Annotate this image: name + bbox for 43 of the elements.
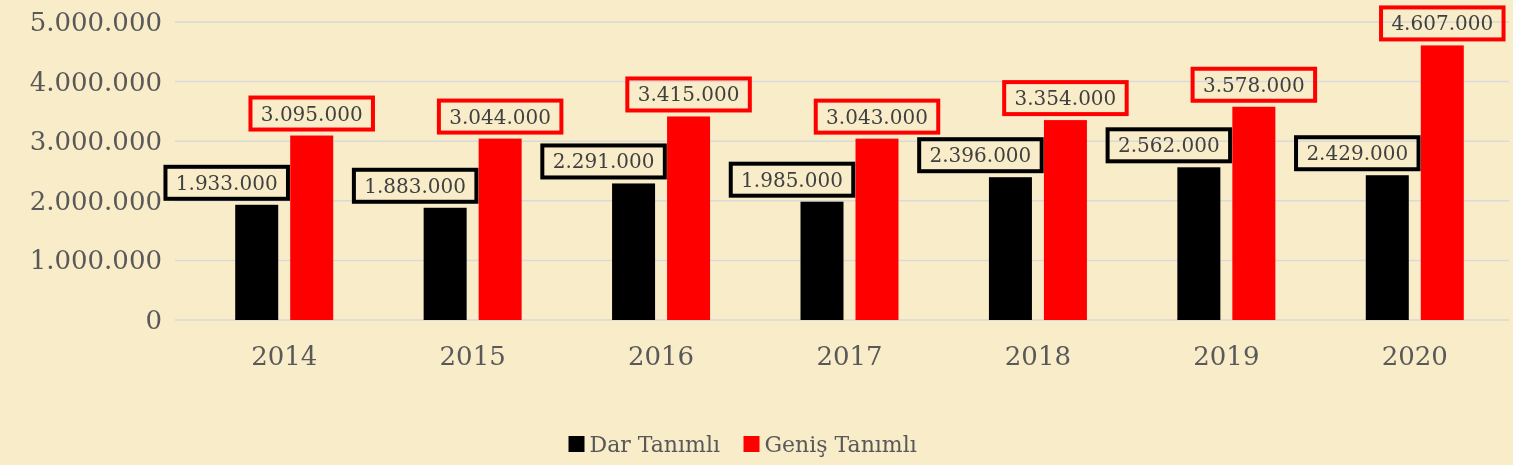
bar bbox=[1177, 167, 1221, 320]
data-label: 3.095.000 bbox=[260, 101, 363, 126]
data-label: 3.044.000 bbox=[449, 104, 552, 129]
y-tick-label: 0 bbox=[145, 305, 162, 335]
data-label: 1.933.000 bbox=[175, 170, 278, 195]
bar bbox=[290, 135, 334, 320]
data-label: 3.578.000 bbox=[1202, 72, 1305, 97]
bar bbox=[855, 138, 899, 320]
legend-label: Geniş Tanımlı bbox=[764, 432, 917, 457]
data-label: 4.607.000 bbox=[1391, 11, 1494, 36]
data-label: 1.883.000 bbox=[364, 173, 467, 198]
y-tick-label: 3.000.000 bbox=[29, 126, 162, 157]
bar bbox=[800, 201, 844, 320]
bar bbox=[612, 183, 656, 320]
data-label: 2.562.000 bbox=[1117, 133, 1220, 158]
bar bbox=[1232, 106, 1276, 320]
y-tick-label: 4.000.000 bbox=[29, 66, 162, 97]
x-tick-label: 2015 bbox=[439, 341, 506, 371]
bar bbox=[988, 177, 1032, 320]
y-tick-label: 2.000.000 bbox=[29, 185, 162, 216]
data-label: 3.415.000 bbox=[637, 82, 740, 107]
data-label: 3.354.000 bbox=[1014, 86, 1117, 111]
x-tick-label: 2016 bbox=[627, 341, 695, 371]
x-tick-label: 2018 bbox=[1004, 341, 1072, 371]
bar bbox=[1043, 120, 1087, 320]
bar bbox=[423, 207, 467, 320]
x-tick-label: 2017 bbox=[816, 341, 883, 371]
bar bbox=[667, 116, 711, 320]
x-tick-label: 2014 bbox=[251, 341, 318, 371]
data-label: 2.429.000 bbox=[1306, 141, 1409, 166]
x-tick-label: 2020 bbox=[1381, 341, 1448, 371]
legend-label: Dar Tanımlı bbox=[589, 432, 720, 457]
data-label: 2.291.000 bbox=[552, 149, 655, 174]
bar bbox=[1365, 175, 1409, 320]
data-label: 3.043.000 bbox=[826, 104, 928, 129]
y-tick-label: 5.000.000 bbox=[29, 7, 162, 37]
data-label: 2.396.000 bbox=[929, 143, 1032, 168]
bar bbox=[1420, 45, 1464, 320]
x-tick-label: 2019 bbox=[1193, 341, 1260, 371]
data-label: 1.985.000 bbox=[741, 167, 843, 192]
bar bbox=[235, 204, 279, 320]
y-tick-label: 1.000.000 bbox=[29, 245, 162, 276]
bar bbox=[478, 138, 522, 320]
